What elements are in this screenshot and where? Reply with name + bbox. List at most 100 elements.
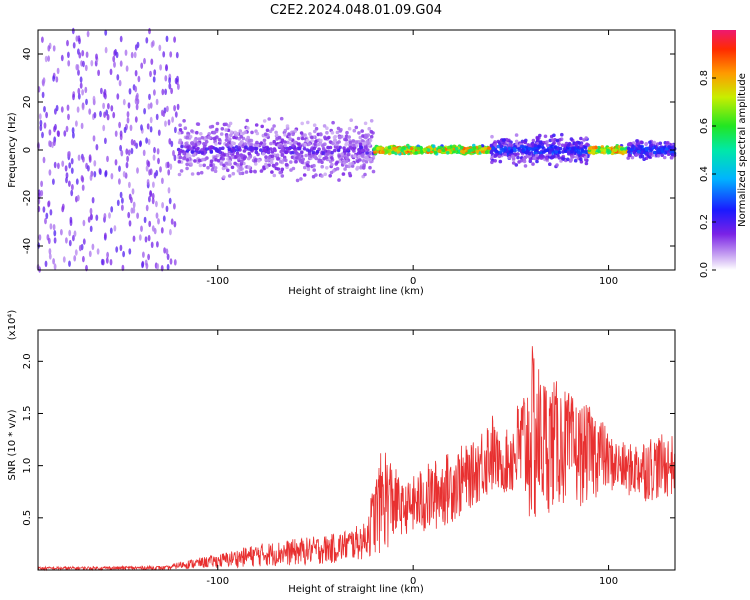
heatmap-cell	[80, 122, 84, 130]
heatmap-cell	[349, 118, 354, 122]
heatmap-cell	[143, 108, 147, 115]
heatmap-cell	[658, 141, 663, 146]
heatmap-cell	[220, 153, 224, 158]
heatmap-cell	[164, 120, 167, 127]
heatmap-cell	[550, 138, 555, 142]
heatmap-cell	[236, 153, 240, 158]
heatmap-cell	[228, 137, 232, 141]
heatmap-cell	[359, 145, 363, 150]
heatmap-cell	[42, 156, 46, 164]
heatmap-cell	[634, 153, 639, 157]
heatmap-cell	[312, 168, 317, 172]
heatmap-cell	[162, 215, 166, 222]
heatmap-cell	[131, 188, 135, 195]
heatmap-cell	[452, 144, 457, 149]
heatmap-cell	[160, 227, 164, 234]
figure-title: C2E2.2024.048.01.09.G04	[270, 3, 442, 18]
heatmap-cell	[67, 60, 71, 67]
heatmap-cell	[259, 148, 263, 152]
heatmap-cell	[335, 166, 340, 171]
heatmap-cell	[206, 165, 210, 170]
heatmap-cell	[165, 63, 168, 71]
heatmap-cell	[88, 156, 92, 163]
heatmap-cell	[161, 88, 165, 96]
heatmap-cell	[583, 155, 588, 160]
heatmap-cell	[90, 60, 94, 67]
heatmap-cell	[545, 148, 550, 153]
heatmap-cell	[262, 138, 267, 143]
heatmap-cell	[550, 144, 554, 149]
heatmap-cell	[119, 35, 123, 43]
heatmap-cell	[146, 123, 150, 130]
heatmap-cell	[95, 144, 99, 151]
heatmap-cell	[61, 203, 65, 210]
heatmap-cell	[323, 172, 328, 177]
heatmap-cell	[480, 149, 485, 154]
heatmap-cell	[198, 163, 203, 168]
heatmap-cell	[266, 158, 270, 163]
heatmap-cell	[381, 150, 385, 154]
heatmap-cell	[56, 130, 60, 137]
heatmap-cell	[622, 150, 626, 154]
heatmap-cell	[169, 228, 172, 236]
heatmap-cell	[123, 126, 127, 134]
heatmap-cell	[136, 92, 139, 100]
heatmap-cell	[360, 129, 365, 133]
heatmap-cell	[623, 147, 627, 151]
heatmap-cell	[157, 218, 160, 225]
heatmap-cell	[305, 163, 310, 167]
heatmap-cell	[140, 124, 143, 131]
heatmap-cell	[279, 116, 284, 121]
heatmap-cell	[103, 213, 107, 220]
heatmap-cell	[548, 150, 552, 155]
heatmap-cell	[93, 171, 97, 178]
heatmap-cell	[178, 128, 183, 132]
heatmap-cell	[307, 142, 312, 146]
heatmap-cell	[208, 125, 213, 129]
heatmap-cell	[266, 147, 270, 151]
heatmap-cell	[365, 140, 369, 144]
heatmap-cell	[45, 212, 49, 219]
heatmap-cell	[259, 169, 264, 173]
heatmap-cell	[227, 159, 232, 164]
colorbar-ticks: 0.0 0.2 0.4 0.6 0.8	[699, 70, 716, 278]
heatmap-cell	[246, 126, 250, 130]
heatmap-cell	[60, 54, 64, 62]
heatmap-cell	[639, 140, 644, 144]
heatmap-cell	[60, 106, 64, 113]
heatmap-cell	[358, 142, 363, 147]
heatmap-cell	[336, 126, 341, 131]
heatmap-cell	[507, 156, 512, 160]
heatmap-cell	[194, 147, 199, 151]
heatmap-cell	[249, 147, 253, 152]
heatmap-cell	[514, 163, 519, 167]
heatmap-cell	[606, 148, 610, 153]
heatmap-cell	[47, 45, 51, 52]
heatmap-cell	[156, 148, 160, 155]
y-tick-label: 0	[22, 147, 33, 153]
heatmap-cell	[489, 149, 494, 154]
heatmap-cell	[557, 150, 562, 155]
heatmap-cell	[75, 178, 79, 185]
heatmap-cell	[333, 134, 338, 139]
heatmap-cell	[119, 191, 123, 199]
heatmap-cell	[508, 142, 512, 147]
heatmap-cell	[574, 148, 578, 153]
heatmap-cell	[341, 172, 346, 176]
heatmap-cell	[214, 147, 219, 151]
heatmap-cell	[86, 30, 90, 38]
heatmap-cell	[280, 138, 285, 142]
heatmap-cell	[409, 146, 414, 151]
heatmap-cell	[145, 204, 149, 212]
heatmap-cell	[561, 157, 565, 161]
heatmap-cell	[414, 151, 419, 155]
heatmap-cell	[498, 159, 503, 164]
heatmap-cell	[524, 138, 528, 143]
heatmap-cell	[319, 138, 323, 143]
heatmap-cell	[371, 169, 376, 174]
heatmap-cell	[70, 167, 74, 174]
heatmap-cell	[469, 148, 473, 152]
heatmap-cell	[335, 145, 340, 150]
heatmap-cell	[369, 119, 374, 123]
